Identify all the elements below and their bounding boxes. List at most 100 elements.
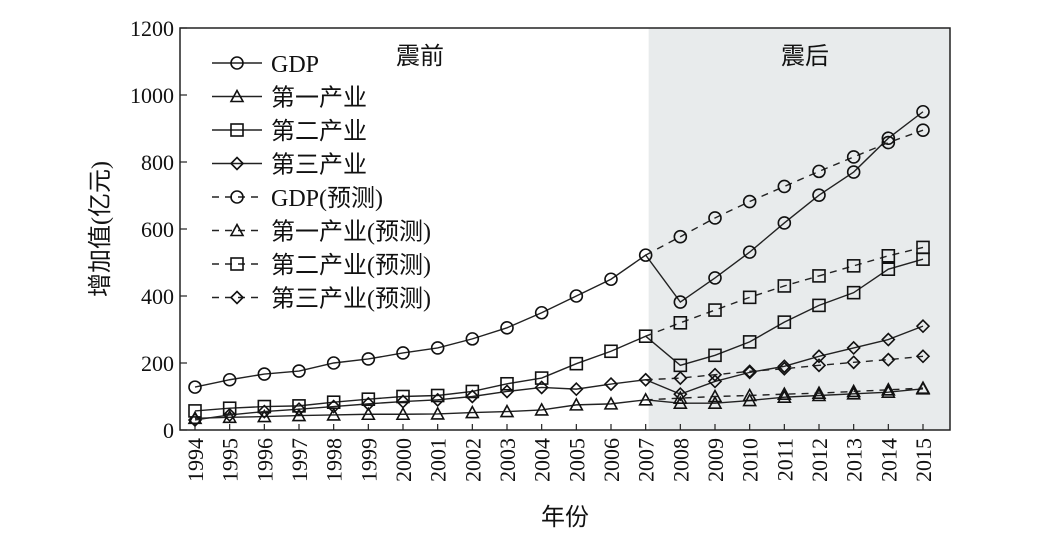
series-0 [188, 104, 930, 394]
data-point [777, 361, 792, 376]
x-tick-label: 1995 [218, 438, 243, 482]
legend-item: 第二产业 [212, 118, 367, 145]
data-point [430, 406, 446, 420]
data-point [915, 319, 931, 334]
x-tick-label: 1999 [356, 438, 381, 482]
y-tick-label: 1000 [130, 83, 174, 108]
data-point [604, 344, 618, 359]
data-point [291, 402, 307, 417]
data-point [846, 386, 862, 400]
data-point [361, 396, 376, 412]
x-tick-label: 1996 [252, 438, 277, 482]
data-point [881, 332, 896, 347]
data-point [880, 382, 896, 396]
x-tick-label: 1998 [322, 438, 347, 482]
data-point [673, 370, 688, 386]
data-point [881, 352, 896, 367]
series-line [194, 258, 924, 412]
x-tick-label: 2009 [703, 438, 728, 482]
legend-marker [230, 257, 244, 271]
x-tick-label: 1997 [287, 438, 312, 482]
data-point [846, 165, 861, 179]
data-point [499, 384, 515, 399]
data-point [361, 352, 376, 366]
data-point [742, 290, 757, 305]
data-point [326, 395, 341, 409]
data-point [464, 404, 480, 419]
legend-label: GDP(预测) [271, 185, 383, 212]
data-point [396, 389, 410, 404]
data-point [708, 348, 722, 363]
y-tick-label: 600 [141, 217, 174, 242]
series-6 [645, 240, 930, 337]
annotation-after: 震后 [781, 43, 829, 70]
legend-label: 第三产业 [271, 152, 367, 179]
data-point [707, 388, 723, 403]
data-point [292, 364, 306, 378]
legend-item: 第二产业(预测) [212, 252, 431, 279]
data-point [673, 229, 688, 244]
axes: 0 200 400 600 800 1000 1200 1994 1995 1996 1997 199… [130, 16, 951, 482]
data-point [708, 211, 722, 225]
data-point [361, 392, 376, 406]
data-point [395, 406, 411, 421]
legend-label: 第一产业(预测) [271, 219, 431, 246]
data-point [742, 194, 757, 209]
legend-item: 第三产业(预测) [212, 286, 431, 313]
data-point [707, 395, 723, 410]
x-tick-label: 2012 [807, 438, 832, 482]
data-point [812, 298, 826, 313]
data-point [534, 402, 550, 416]
y-tick-label: 0 [163, 418, 174, 443]
x-tick-label: 2014 [876, 438, 901, 482]
data-point [846, 340, 861, 356]
data-point [777, 216, 792, 230]
annotation-before: 震前 [396, 43, 444, 70]
data-point [916, 123, 930, 137]
x-tick-label: 2013 [842, 438, 867, 482]
data-point [881, 249, 896, 263]
legend-label: 第二产业 [271, 118, 367, 145]
data-point [777, 315, 792, 329]
post-earthquake-shade [648, 28, 950, 430]
x-axis-label: 年份 [541, 504, 589, 531]
data-point [534, 380, 549, 395]
data-point [672, 390, 688, 404]
data-point [638, 372, 653, 387]
x-tick-label: 2008 [668, 438, 693, 482]
data-point [430, 341, 445, 355]
series-group [187, 104, 931, 428]
series-line [645, 246, 924, 337]
data-point [776, 389, 792, 403]
y-tick-label: 1200 [130, 16, 174, 41]
y-tick-label: 400 [141, 284, 174, 309]
legend-item: GDP [212, 52, 319, 78]
legend-marker [230, 123, 244, 137]
data-point [291, 407, 307, 422]
series-line [645, 129, 924, 256]
legend-item: 第三产业 [212, 152, 367, 179]
data-point [846, 383, 862, 398]
x-tick-label: 2001 [426, 438, 451, 482]
data-point [812, 164, 826, 179]
data-point [638, 248, 653, 262]
data-point [188, 380, 202, 394]
data-point [569, 289, 584, 303]
data-point [222, 372, 237, 387]
data-point [742, 364, 757, 379]
legend-label: 第三产业(预测) [271, 286, 431, 313]
y-axis-label: 增加值(亿元) [87, 161, 114, 297]
data-point [360, 406, 376, 421]
data-point [187, 412, 203, 428]
y-tick-label: 800 [141, 150, 174, 175]
data-point [430, 392, 445, 407]
data-point [846, 259, 861, 273]
data-point [776, 386, 792, 400]
data-point [326, 356, 341, 370]
data-point [916, 104, 930, 119]
data-point [257, 404, 272, 419]
legend-item: 第一产业 [212, 85, 367, 112]
x-tick-label: 2000 [391, 438, 416, 482]
data-point [777, 359, 792, 374]
